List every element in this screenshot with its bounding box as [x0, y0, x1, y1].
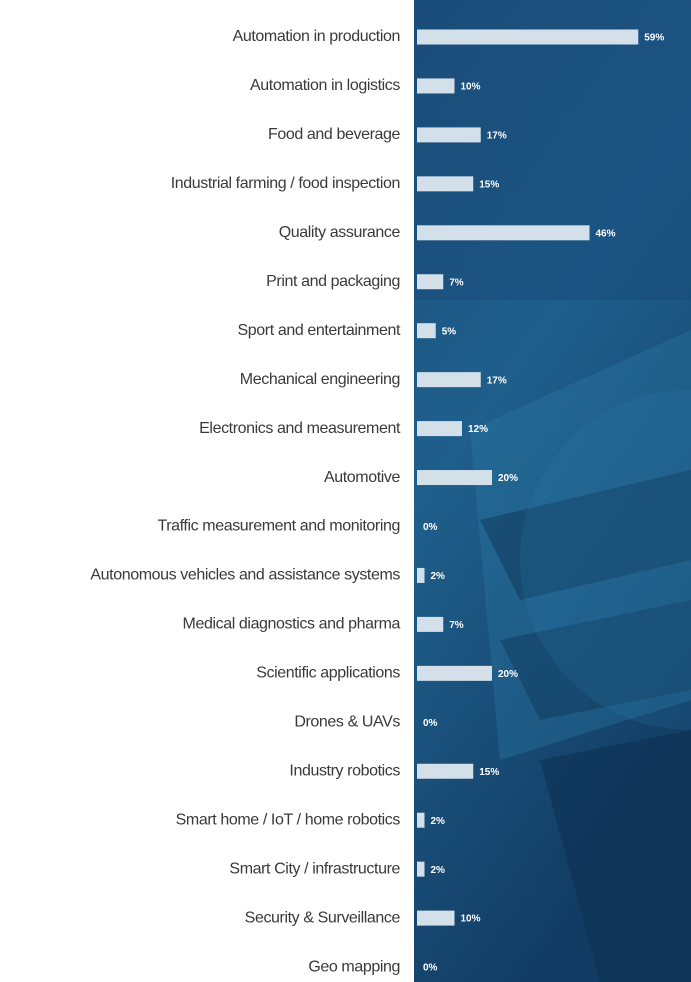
value-label: 17%: [487, 375, 507, 386]
value-label: 59%: [644, 33, 664, 44]
category-label: Electronics and measurement: [199, 420, 401, 437]
bar: [417, 616, 444, 632]
value-label: 17%: [487, 131, 507, 142]
bar: [417, 29, 639, 45]
bar: [417, 665, 492, 681]
value-label: 0%: [423, 522, 438, 533]
category-label: Drones & UAVs: [294, 714, 400, 731]
value-label: 12%: [468, 424, 488, 435]
category-label: Security & Surveillance: [245, 909, 401, 926]
value-label: 10%: [461, 82, 481, 93]
bar: [417, 567, 425, 583]
category-label: Smart City / infrastructure: [229, 860, 400, 877]
category-label: Automation in production: [233, 28, 400, 45]
value-label: 2%: [431, 816, 446, 827]
category-label: Mechanical engineering: [240, 371, 400, 388]
bar: [417, 274, 444, 290]
value-label: 20%: [498, 473, 518, 484]
category-label: Food and beverage: [268, 126, 400, 143]
bar: [417, 421, 462, 437]
bar: [417, 323, 436, 339]
category-label: Traffic measurement and monitoring: [157, 518, 400, 535]
category-label: Quality assurance: [279, 224, 401, 241]
value-label: 15%: [479, 179, 499, 190]
bar: [417, 470, 492, 486]
value-label: 7%: [449, 277, 464, 288]
category-label: Automotive: [324, 469, 401, 486]
bar: [417, 127, 481, 143]
category-label: Print and packaging: [266, 273, 400, 290]
category-label: Geo mapping: [308, 958, 400, 975]
bar: [417, 861, 425, 877]
value-label: 0%: [423, 718, 438, 729]
category-label: Industry robotics: [289, 762, 400, 779]
bar: [417, 225, 590, 241]
category-label: Automation in logistics: [250, 77, 400, 94]
bar: [417, 763, 474, 779]
bar: [417, 78, 455, 94]
category-label: Smart home / IoT / home robotics: [176, 811, 401, 828]
bar: [417, 910, 455, 926]
value-label: 2%: [431, 865, 446, 876]
background-panel: [414, 0, 691, 982]
category-label: Industrial farming / food inspection: [171, 175, 400, 192]
category-label: Sport and entertainment: [238, 322, 401, 339]
value-label: 20%: [498, 669, 518, 680]
value-label: 5%: [442, 326, 457, 337]
category-label: Medical diagnostics and pharma: [183, 616, 401, 633]
bar: [417, 372, 481, 388]
value-label: 10%: [461, 914, 481, 925]
bar: [417, 176, 474, 192]
bar: [417, 812, 425, 828]
category-label: Autonomous vehicles and assistance syste…: [90, 567, 400, 584]
value-label: 7%: [449, 620, 464, 631]
value-label: 46%: [596, 228, 616, 239]
value-label: 15%: [479, 767, 499, 778]
value-label: 0%: [423, 963, 438, 974]
value-label: 2%: [431, 571, 446, 582]
category-label: Scientific applications: [256, 665, 400, 682]
